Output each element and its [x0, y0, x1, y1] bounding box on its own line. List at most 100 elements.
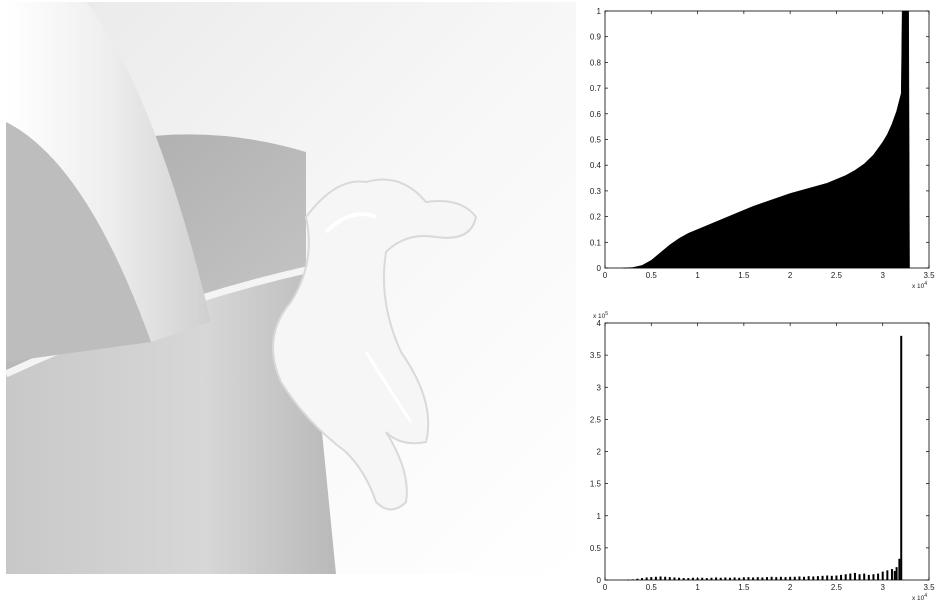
histogram-bar	[673, 577, 676, 580]
histogram-bar	[775, 577, 778, 580]
histogram-bar	[710, 577, 713, 580]
y-tick-label: 3	[597, 383, 602, 392]
y-tick-label: 4	[597, 319, 602, 328]
histogram-bar	[886, 570, 889, 580]
histogram-bar	[835, 575, 838, 580]
y-tick-label: 3.5	[590, 351, 602, 360]
x-tick-label: 2	[788, 583, 793, 592]
histogram-bar	[636, 578, 639, 580]
y-tick-label: 0.1	[590, 238, 602, 247]
x-tick-label: 1	[695, 583, 700, 592]
histogram-bar	[840, 574, 843, 580]
histogram-bar	[645, 577, 648, 580]
histogram-bar	[821, 575, 824, 580]
histogram-bar	[738, 577, 741, 580]
histogram-bar	[893, 571, 896, 580]
histogram-bar	[678, 577, 681, 580]
histogram-bar	[654, 576, 657, 580]
histogram-bar	[849, 573, 852, 580]
x-exponent-label: x 104	[912, 593, 927, 602]
histogram-bar	[900, 335, 903, 580]
x-tick-label: 0.5	[646, 583, 658, 592]
histogram-bar	[766, 577, 768, 580]
histogram-bar	[798, 576, 801, 580]
histogram-bar	[705, 578, 708, 580]
histogram-bar	[761, 577, 764, 580]
y-tick-label: 0.3	[590, 187, 602, 196]
histogram-bar	[789, 576, 792, 580]
histogram-bar	[844, 574, 847, 580]
y-tick-label: 2.5	[590, 415, 602, 424]
histogram-bar	[631, 579, 634, 580]
histogram-bar	[890, 569, 893, 580]
histogram-bar	[863, 573, 866, 580]
y-tick-label: 0.6	[590, 110, 602, 119]
histogram-bar	[830, 575, 833, 580]
histogram-bar	[719, 577, 722, 580]
histogram-bar	[779, 576, 782, 580]
histogram-bar	[858, 574, 861, 580]
y-tick-label: 0	[597, 264, 602, 273]
histogram-bar	[664, 576, 667, 580]
y-exponent-label: x 105	[593, 311, 608, 320]
histogram-bar	[784, 577, 787, 580]
histogram-bar	[682, 578, 685, 580]
cumulative-chart-svg: 0 0.5 1 1.5 2 2.5 3 3.5 0 0.1 0.2 0.3 0.4 0.5 0.6 0.7 0.…	[590, 7, 935, 290]
histogram-bar	[733, 577, 736, 580]
histogram-bar	[650, 577, 653, 580]
y-tick-label: 0.5	[590, 544, 602, 553]
y-tick-label: 0.9	[590, 33, 602, 42]
histogram-bar	[715, 577, 718, 580]
x-tick-label: 0	[603, 583, 608, 592]
x-exponent-label: x 104	[912, 281, 927, 290]
histogram-bar	[728, 577, 731, 580]
histogram-bar	[895, 567, 898, 580]
histogram-bar	[867, 574, 870, 580]
histogram-bar	[807, 576, 810, 580]
histogram-bar	[742, 577, 745, 580]
histogram-bar	[696, 578, 699, 580]
x-tick-label: 3.5	[923, 583, 935, 592]
histogram-bar	[770, 576, 773, 580]
histogram-bar	[877, 573, 880, 580]
histogram-bar	[747, 577, 750, 580]
histogram-bar	[756, 577, 759, 580]
y-tick-label: 0.4	[590, 161, 602, 170]
histogram-bar	[752, 577, 755, 580]
x-tick-label: 3.5	[923, 271, 935, 280]
x-tick-label: 2	[788, 271, 793, 280]
x-tick-label: 2.5	[831, 583, 843, 592]
x-tick-label: 3	[880, 271, 885, 280]
y-tick-label: 0.7	[590, 84, 602, 93]
y-tick-label: 1.5	[590, 480, 602, 489]
y-tick-label: 0	[597, 576, 602, 585]
histogram-bar	[627, 579, 630, 581]
cumulative-chart: 0 0.5 1 1.5 2 2.5 3 3.5 0 0.1 0.2 0.3 0.4 0.5 0.6 0.7 0.…	[575, 0, 938, 300]
cumulative-area	[623, 10, 910, 269]
histogram-bar	[724, 577, 727, 580]
histogram-bar	[659, 576, 662, 580]
x-tick-label: 0	[603, 271, 608, 280]
histogram-bar	[641, 578, 644, 580]
y-tick-label: 2	[597, 448, 602, 457]
y-tick-label: 0.8	[590, 58, 602, 67]
x-tick-label: 1	[695, 271, 700, 280]
histogram-bar	[793, 576, 796, 580]
histogram-bar	[881, 571, 884, 580]
plot-frame	[604, 322, 930, 581]
x-tick-label: 0.5	[646, 271, 658, 280]
histogram-bar	[687, 578, 690, 580]
histogram-chart-svg: 0 0.5 1 1.5 2 2.5 3 3.5 0 0.5 1 1.5 2 2.5 3 3.5 4x 105 x …	[590, 311, 935, 602]
histogram-bar	[803, 576, 806, 580]
y-tick-label: 0.2	[590, 213, 602, 222]
histogram-bar	[691, 577, 694, 580]
y-tick-label: 1	[597, 512, 602, 521]
histogram-bar	[701, 577, 704, 580]
histogram-bar	[853, 572, 856, 580]
histogram-bar	[872, 574, 875, 580]
histogram-bar	[826, 575, 829, 580]
y-tick-label: 0.5	[590, 136, 602, 145]
histogram-bar	[812, 576, 815, 580]
x-tick-label: 3	[880, 583, 885, 592]
histogram-bar	[898, 558, 901, 580]
